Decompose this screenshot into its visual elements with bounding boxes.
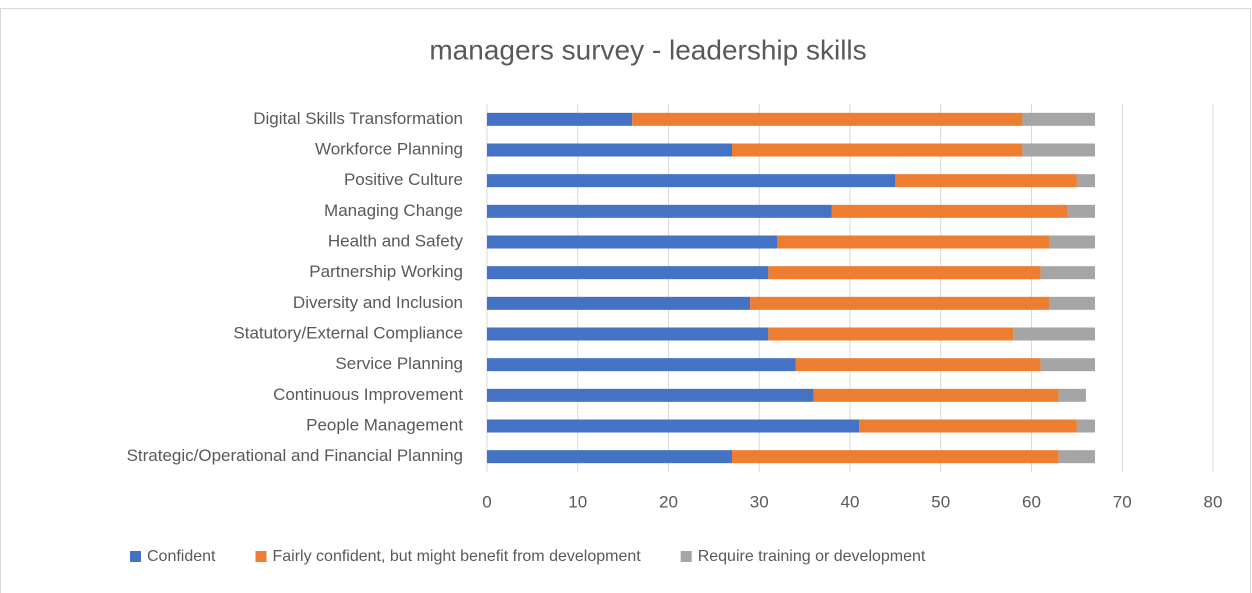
bar-segment — [732, 143, 1023, 157]
legend-label: Require training or development — [698, 548, 926, 565]
bar-segment — [831, 204, 1068, 218]
bar-segment — [487, 388, 814, 402]
bar-segment — [487, 450, 733, 464]
bar-segment — [795, 358, 1041, 372]
y-tick-label: Health and Safety — [328, 231, 464, 250]
legend-swatch — [130, 551, 141, 562]
y-tick-label: Digital Skills Transformation — [253, 109, 463, 128]
chart-title: managers survey - leadership skills — [429, 34, 866, 65]
bar-segment — [1022, 112, 1096, 126]
bar-segment — [1049, 235, 1096, 249]
bar-segment — [768, 266, 1041, 280]
x-tick-label: 20 — [659, 492, 678, 511]
y-tick-label: Continuous Improvement — [273, 385, 463, 404]
x-tick-label: 60 — [1022, 492, 1041, 511]
legend-label: Fairly confident, but might benefit from… — [273, 548, 642, 565]
bar-segment — [487, 327, 769, 341]
bar-segment — [859, 419, 1077, 433]
y-tick-label: Diversity and Inclusion — [293, 293, 463, 312]
bar-segment — [1022, 143, 1096, 157]
y-tick-label: People Management — [306, 415, 463, 434]
y-tick-label: Service Planning — [335, 354, 463, 373]
bar-segment — [768, 327, 1014, 341]
bar-segment — [1058, 388, 1086, 402]
bar-segment — [487, 296, 751, 310]
bar-segment — [1067, 204, 1096, 218]
bar-segment — [813, 388, 1059, 402]
bar-segment — [632, 112, 1023, 126]
x-tick-label: 50 — [931, 492, 950, 511]
legend-swatch — [680, 551, 692, 562]
bar-segment — [1013, 327, 1096, 341]
chart-border — [0, 8, 1251, 593]
x-tick-label: 10 — [568, 492, 587, 511]
y-tick-label: Managing Change — [324, 201, 463, 220]
bar-segment — [1076, 419, 1096, 433]
y-tick-label: Workforce Planning — [315, 139, 463, 158]
bar-segment — [777, 235, 1050, 249]
bar-segment — [1040, 266, 1096, 280]
y-tick-label: Statutory/External Compliance — [233, 323, 463, 342]
x-tick-label: 40 — [841, 492, 860, 511]
bar-segment — [1049, 296, 1096, 310]
bar-segment — [487, 266, 769, 280]
bar-segment — [1076, 174, 1096, 188]
bar-segment — [1040, 358, 1096, 372]
bar-segment — [487, 204, 832, 218]
x-tick-label: 0 — [482, 492, 491, 511]
y-tick-label: Strategic/Operational and Financial Plan… — [127, 446, 463, 465]
legend-label: Confident — [147, 548, 216, 565]
bar-segment — [895, 174, 1077, 188]
legend-swatch — [255, 551, 267, 562]
bar-segment — [487, 419, 860, 433]
bar-segment — [750, 296, 1050, 310]
bar-segment — [487, 143, 733, 157]
x-tick-label: 30 — [750, 492, 769, 511]
y-tick-label: Partnership Working — [309, 262, 463, 281]
bar-segment — [487, 235, 778, 249]
bar-segment — [1058, 450, 1096, 464]
bar-segment — [487, 358, 796, 372]
bar-segment — [487, 174, 896, 188]
x-tick-label: 80 — [1204, 492, 1223, 511]
bar-segment — [487, 112, 633, 126]
y-tick-label: Positive Culture — [344, 170, 463, 189]
x-tick-label: 70 — [1113, 492, 1132, 511]
bar-segment — [732, 450, 1059, 464]
